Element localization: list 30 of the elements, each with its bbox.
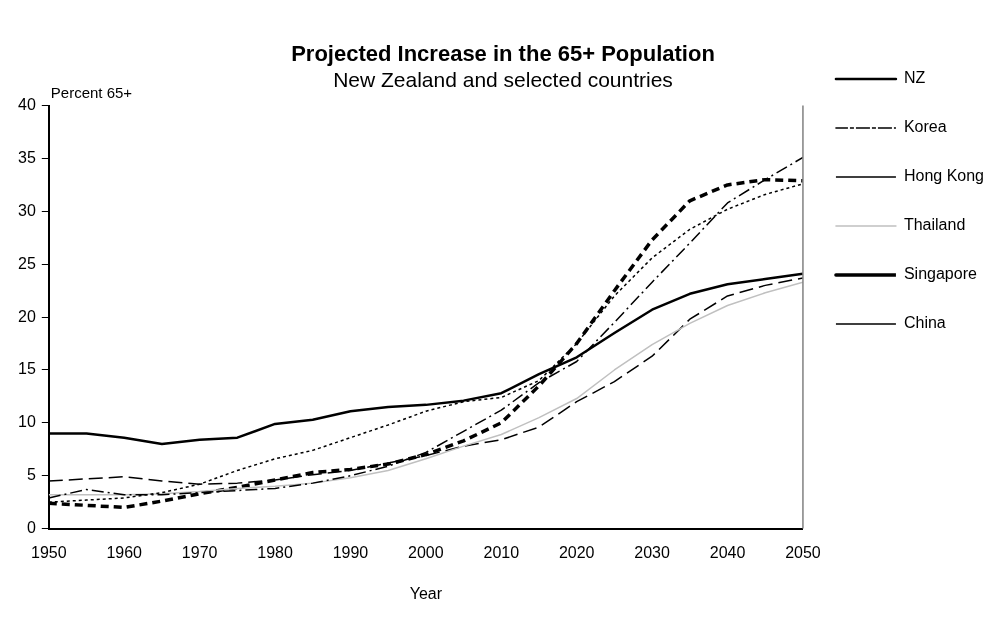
x-tick-label: 2020 — [558, 543, 595, 561]
y-tick-label: 0 — [26, 519, 36, 537]
x-tick-label: 2010 — [483, 543, 520, 561]
legend-label: Thailand — [903, 216, 966, 234]
y-tick-label: 40 — [18, 96, 36, 114]
y-tick-label: 30 — [18, 201, 36, 219]
legend-label: NZ — [903, 69, 926, 87]
x-tick-label: 2040 — [709, 543, 746, 561]
x-tick-label: 1950 — [31, 543, 67, 561]
chart-title: Projected Increase in the 65+ Population — [291, 41, 715, 67]
y-axis-title: Percent 65+ — [50, 84, 133, 102]
y-tick-label: 5 — [26, 466, 36, 484]
y-tick-label: 35 — [18, 148, 36, 166]
y-tick-label: 10 — [18, 413, 36, 431]
x-tick-label: 1980 — [257, 543, 293, 561]
x-tick-label: 2030 — [634, 543, 671, 561]
x-tick-label: 1990 — [332, 543, 369, 561]
y-tick-label: 25 — [18, 254, 36, 272]
y-tick-label: 20 — [18, 307, 36, 325]
x-tick-label: 1970 — [181, 543, 218, 561]
legend-label: Singapore — [903, 265, 977, 283]
chart-subtitle: New Zealand and selected countries — [333, 67, 673, 91]
legend-label: China — [903, 314, 946, 332]
x-tick-label: 2000 — [408, 543, 444, 561]
legend-label: Hong Kong — [903, 167, 984, 185]
x-axis-title: Year — [409, 584, 443, 602]
x-tick-label: 2050 — [785, 543, 821, 561]
y-tick-label: 15 — [18, 360, 36, 378]
x-tick-label: 1960 — [106, 543, 143, 561]
legend-label: Korea — [903, 118, 947, 136]
